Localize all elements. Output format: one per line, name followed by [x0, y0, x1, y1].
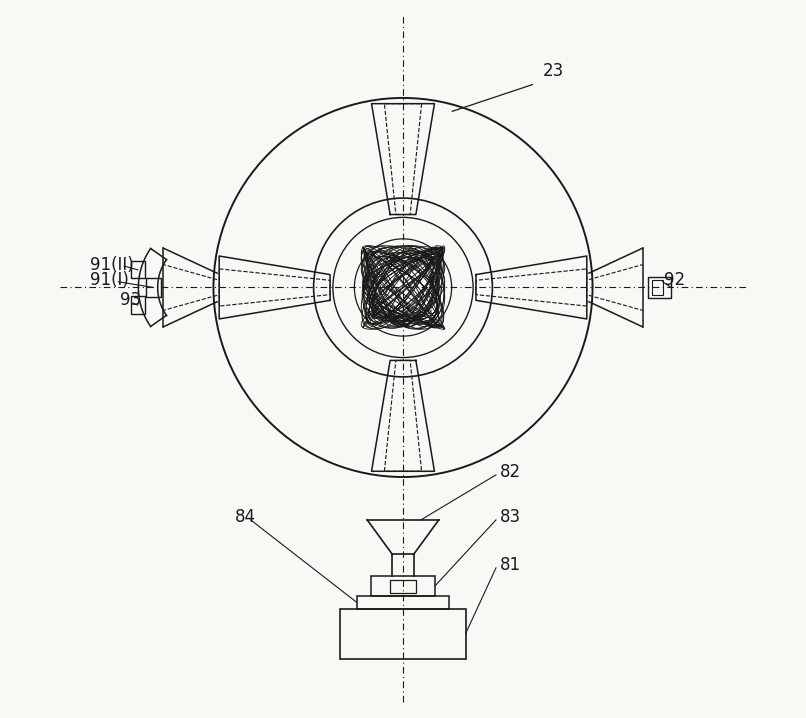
Bar — [131, 261, 145, 279]
Text: 93: 93 — [120, 292, 142, 309]
Text: 23: 23 — [542, 62, 563, 80]
Bar — [340, 609, 466, 658]
Bar — [146, 278, 160, 297]
Text: 92: 92 — [664, 271, 685, 289]
Text: 81: 81 — [500, 556, 521, 574]
Bar — [648, 276, 671, 298]
Text: 82: 82 — [500, 463, 521, 481]
Text: 83: 83 — [500, 508, 521, 526]
Bar — [652, 280, 663, 294]
Text: 91(I): 91(I) — [89, 271, 129, 289]
Bar — [131, 297, 145, 314]
Bar — [371, 576, 435, 596]
Bar — [356, 596, 450, 609]
Bar — [390, 580, 416, 593]
Text: 84: 84 — [235, 508, 256, 526]
Text: 91(II): 91(II) — [89, 256, 134, 274]
